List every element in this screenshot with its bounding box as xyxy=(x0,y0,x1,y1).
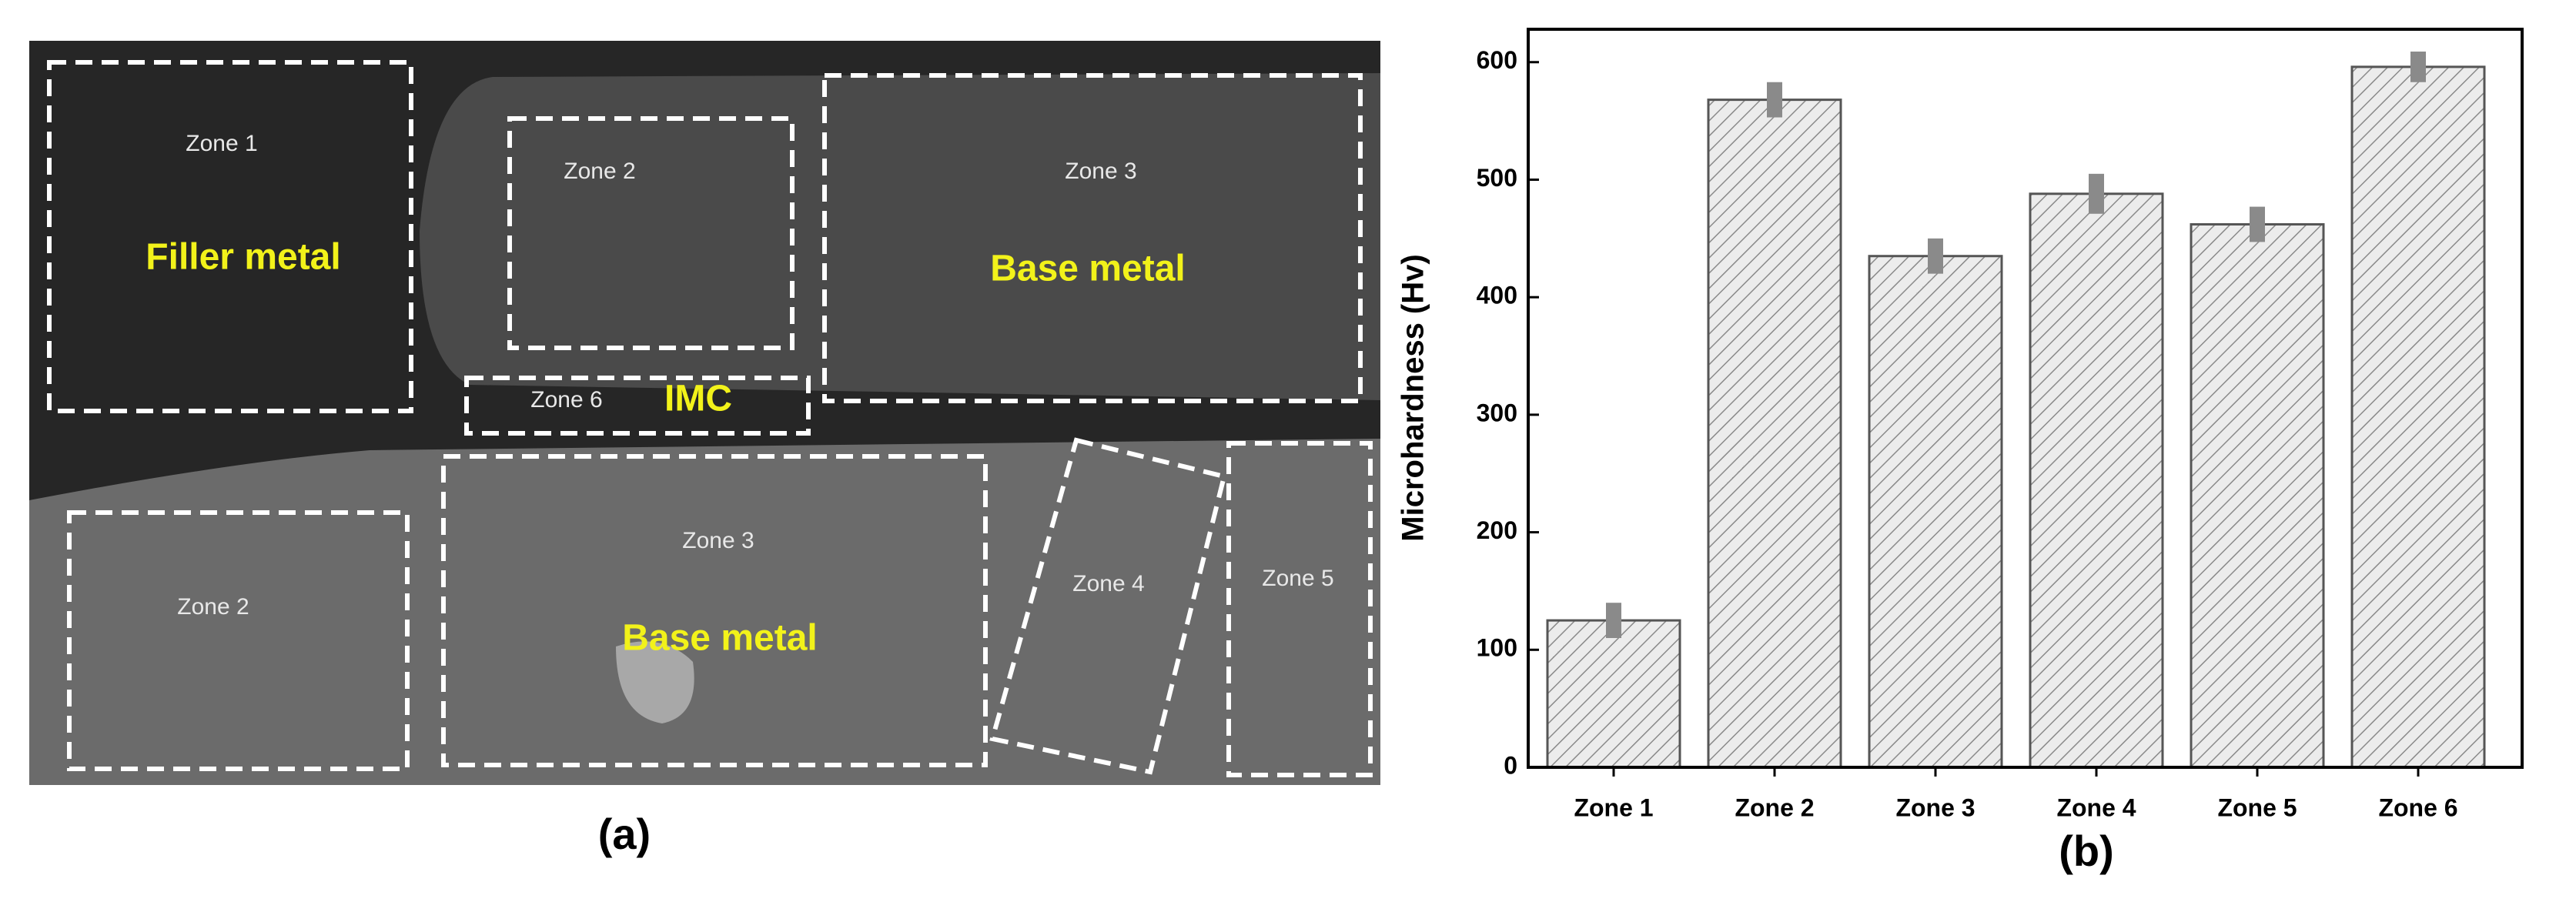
zone-box xyxy=(507,116,795,350)
x-tick-label: Zone 5 xyxy=(2217,793,2297,821)
bar xyxy=(1707,99,1842,769)
error-bar xyxy=(1767,82,1782,118)
region-label: Filler metal xyxy=(146,237,340,278)
error-bar xyxy=(2250,206,2265,242)
error-bar xyxy=(1606,603,1621,639)
zone-box xyxy=(47,60,413,413)
y-tick-label: 500 xyxy=(1477,164,1517,192)
zone-label: Zone 1 xyxy=(186,131,257,156)
zone-label: Zone 3 xyxy=(1065,159,1136,184)
x-tick-label: Zone 3 xyxy=(1895,793,1975,821)
x-tick-label: Zone 6 xyxy=(2378,793,2457,821)
x-tick-label: Zone 4 xyxy=(2056,793,2136,821)
bar xyxy=(2350,65,2486,769)
y-tick-label: 600 xyxy=(1477,46,1517,74)
zone-label: Zone 5 xyxy=(1262,566,1333,591)
zone-box xyxy=(67,510,410,771)
bar xyxy=(1868,255,2003,769)
plot-frame xyxy=(1527,28,2524,769)
inclusion xyxy=(616,641,694,723)
x-tick-label: Zone 2 xyxy=(1735,793,1814,821)
zone-box xyxy=(989,437,1227,775)
y-axis-label: Microhardness (Hv) xyxy=(1397,254,1430,541)
error-bar xyxy=(2089,173,2104,214)
bar xyxy=(2029,192,2164,769)
panel-caption: (a) xyxy=(598,810,651,858)
micrograph: Zone 1 Filler metal Zone 2 Zone 3 Base m… xyxy=(29,41,1380,785)
zone-box xyxy=(822,73,1363,403)
region-label: IMC xyxy=(664,379,732,419)
zone-box xyxy=(441,454,988,767)
y-tick-label: 100 xyxy=(1477,634,1517,662)
error-bar xyxy=(1928,238,1943,274)
zone-label: Zone 6 xyxy=(530,387,602,413)
top-plate xyxy=(420,73,1380,400)
y-tick-label: 0 xyxy=(1504,751,1517,779)
y-tick-label: 400 xyxy=(1477,282,1517,309)
zone-label: Zone 2 xyxy=(177,594,249,620)
bar xyxy=(1546,619,1681,769)
zone-label: Zone 2 xyxy=(564,159,635,184)
zone-label: Zone 4 xyxy=(1072,571,1144,596)
bar xyxy=(2190,222,2325,769)
zone-label: Zone 3 xyxy=(682,528,754,553)
panel-caption: (b) xyxy=(2059,827,2114,875)
x-tick-label: Zone 1 xyxy=(1574,793,1653,821)
y-tick-label: 200 xyxy=(1477,516,1517,544)
region-label: Base metal xyxy=(622,618,817,659)
y-tick-label: 300 xyxy=(1477,399,1517,426)
zone-box xyxy=(464,376,811,436)
error-bar xyxy=(2410,52,2426,82)
region-label: Base metal xyxy=(990,249,1185,289)
bottom-plate xyxy=(29,439,1380,785)
